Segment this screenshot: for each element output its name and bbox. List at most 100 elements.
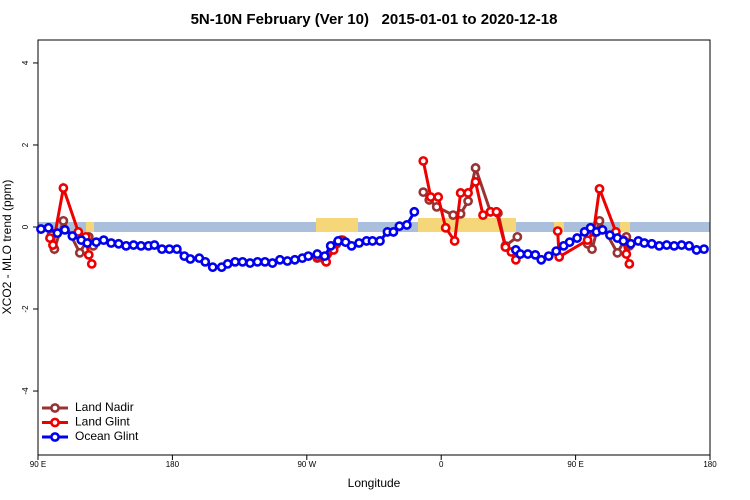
data-point	[354, 238, 364, 248]
data-point	[74, 247, 85, 258]
legend-label: Land Glint	[75, 415, 130, 429]
data-point	[275, 254, 285, 265]
data-point	[346, 240, 357, 251]
data-point	[463, 196, 473, 207]
data-point	[699, 244, 709, 255]
data-point	[267, 258, 278, 268]
x-axis-label: Longitude	[348, 476, 401, 490]
data-point	[282, 256, 293, 266]
data-point	[536, 254, 547, 265]
data-point	[582, 235, 593, 246]
data-point	[245, 258, 255, 268]
data-point	[661, 240, 672, 250]
land-patch	[316, 218, 358, 232]
data-point	[625, 238, 636, 249]
data-point	[113, 238, 124, 249]
data-point	[594, 215, 605, 226]
data-point	[59, 224, 70, 235]
data-point	[36, 224, 46, 234]
data-point	[260, 256, 270, 267]
legend-label: Ocean Glint	[75, 429, 139, 443]
data-point	[230, 256, 241, 267]
data-point	[149, 240, 160, 250]
data-point	[48, 240, 58, 250]
data-point	[552, 226, 563, 236]
data-point	[171, 244, 182, 255]
data-point	[478, 210, 488, 221]
data-point	[624, 259, 635, 269]
data-point	[530, 249, 541, 260]
data-point	[594, 183, 605, 194]
legend-swatch-marker	[50, 403, 60, 413]
land-patch	[620, 222, 630, 232]
data-point	[418, 187, 429, 198]
ocean-strip	[38, 222, 710, 232]
y-tick-label: 0	[21, 224, 30, 229]
data-point	[455, 188, 466, 198]
data-point	[58, 215, 69, 226]
data-point	[409, 206, 420, 217]
data-point	[621, 249, 632, 259]
data-point	[394, 221, 405, 232]
data-point	[52, 228, 63, 239]
data-point	[207, 262, 218, 273]
data-point	[597, 224, 608, 235]
data-point	[463, 188, 473, 198]
data-point	[67, 231, 78, 241]
data-point	[449, 236, 460, 246]
data-point	[500, 242, 511, 252]
data-point	[440, 222, 451, 233]
x-tick-label: 180	[703, 460, 717, 469]
y-tick-label: 2	[21, 142, 30, 147]
data-point	[121, 240, 132, 251]
legend-swatch-marker	[50, 417, 60, 428]
x-tick-label: 0	[439, 460, 444, 469]
data-point	[470, 163, 481, 173]
data-point	[618, 236, 629, 246]
data-point	[605, 230, 615, 241]
data-point	[639, 238, 650, 248]
data-point	[325, 240, 336, 251]
data-point	[425, 192, 436, 202]
data-point	[367, 236, 378, 246]
plot-frame	[37, 39, 711, 456]
y-tick-label: 4	[21, 60, 30, 65]
data-point	[98, 235, 109, 246]
data-point	[319, 251, 330, 262]
data-point	[222, 259, 233, 269]
data-point	[669, 240, 680, 251]
data-point	[470, 176, 481, 187]
y-tick-label: -4	[21, 387, 30, 395]
data-point	[491, 206, 502, 217]
data-point	[164, 244, 175, 255]
data-point	[551, 246, 562, 257]
data-point	[564, 237, 575, 248]
chart-title: 5N-10N February (Ver 10) 2015-01-01 to 2…	[191, 11, 558, 28]
legend-swatch-marker	[50, 432, 60, 442]
x-tick-label: 90 W	[297, 460, 316, 469]
data-point	[200, 256, 211, 267]
data-point	[401, 220, 412, 230]
data-point	[684, 240, 694, 251]
data-point	[676, 240, 687, 250]
data-point	[388, 227, 399, 237]
data-point	[128, 240, 139, 250]
data-point	[375, 236, 385, 246]
x-tick-label: 90 E	[567, 460, 583, 469]
data-point	[312, 249, 323, 259]
data-point	[136, 240, 146, 251]
data-point	[252, 256, 263, 267]
data-point	[448, 210, 459, 221]
x-tick-label: 90 E	[30, 460, 46, 469]
data-point	[185, 254, 196, 264]
data-point	[522, 249, 533, 259]
data-point	[303, 251, 314, 262]
data-point	[418, 156, 429, 166]
data-point	[587, 244, 597, 255]
y-axis-label: XCO2 - MLO trend (ppm)	[0, 180, 14, 315]
data-point	[82, 238, 93, 248]
data-point	[106, 238, 117, 248]
data-point	[289, 254, 300, 265]
data-point	[572, 233, 582, 243]
